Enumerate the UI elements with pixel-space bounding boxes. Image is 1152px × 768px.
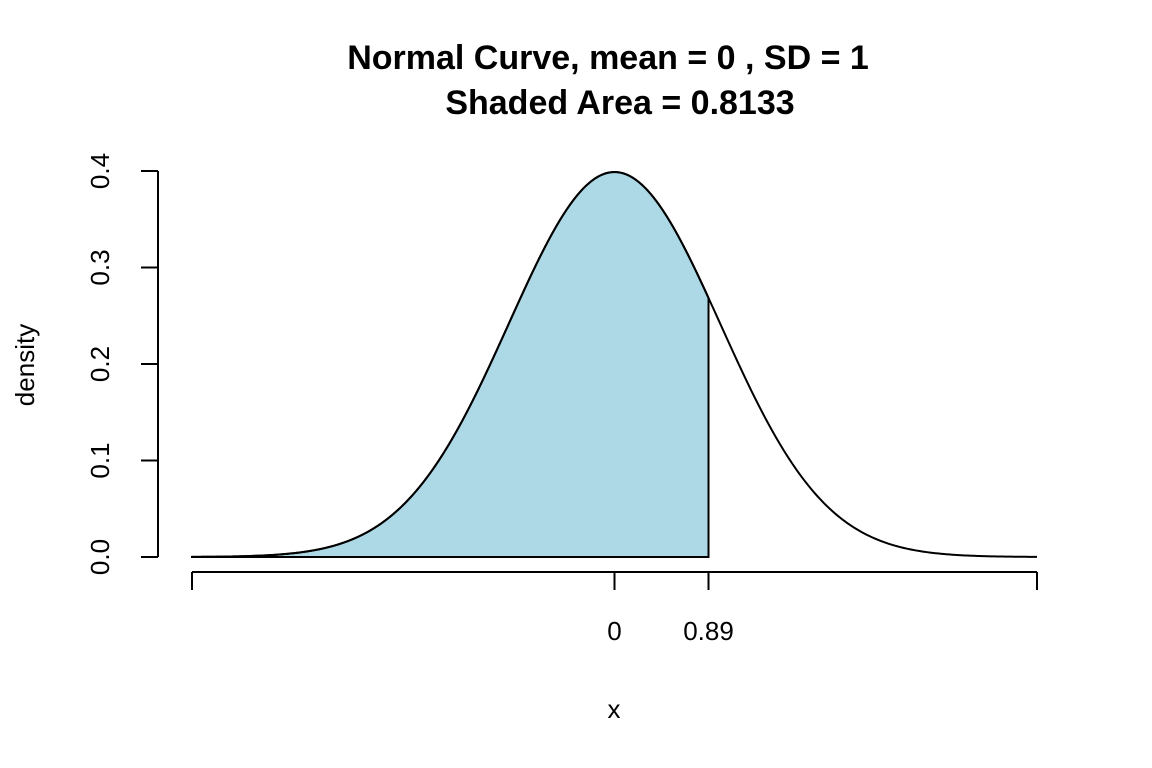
- y-tick-label: 0.2: [85, 346, 115, 382]
- y-axis: 0.0 0.1 0.2 0.3 0.4: [85, 153, 159, 575]
- density-curve: [191, 171, 1038, 558]
- y-tick-label: 0.1: [85, 442, 115, 478]
- y-axis-title: density: [10, 324, 40, 406]
- y-tick-label: 0.3: [85, 249, 115, 285]
- y-tick-label: 0.0: [85, 539, 115, 575]
- y-tick-label: 0.4: [85, 153, 115, 189]
- x-axis: 0 0.89: [191, 571, 1038, 646]
- x-tick-label: 0: [607, 616, 621, 646]
- x-axis-title: x: [608, 694, 621, 724]
- shaded-area: [191, 171, 710, 558]
- chart-title-line1: Normal Curve, mean = 0 , SD = 1: [347, 39, 869, 77]
- chart-title-line2: Shaded Area = 0.8133: [445, 84, 794, 122]
- x-tick-label: 0.89: [683, 616, 734, 646]
